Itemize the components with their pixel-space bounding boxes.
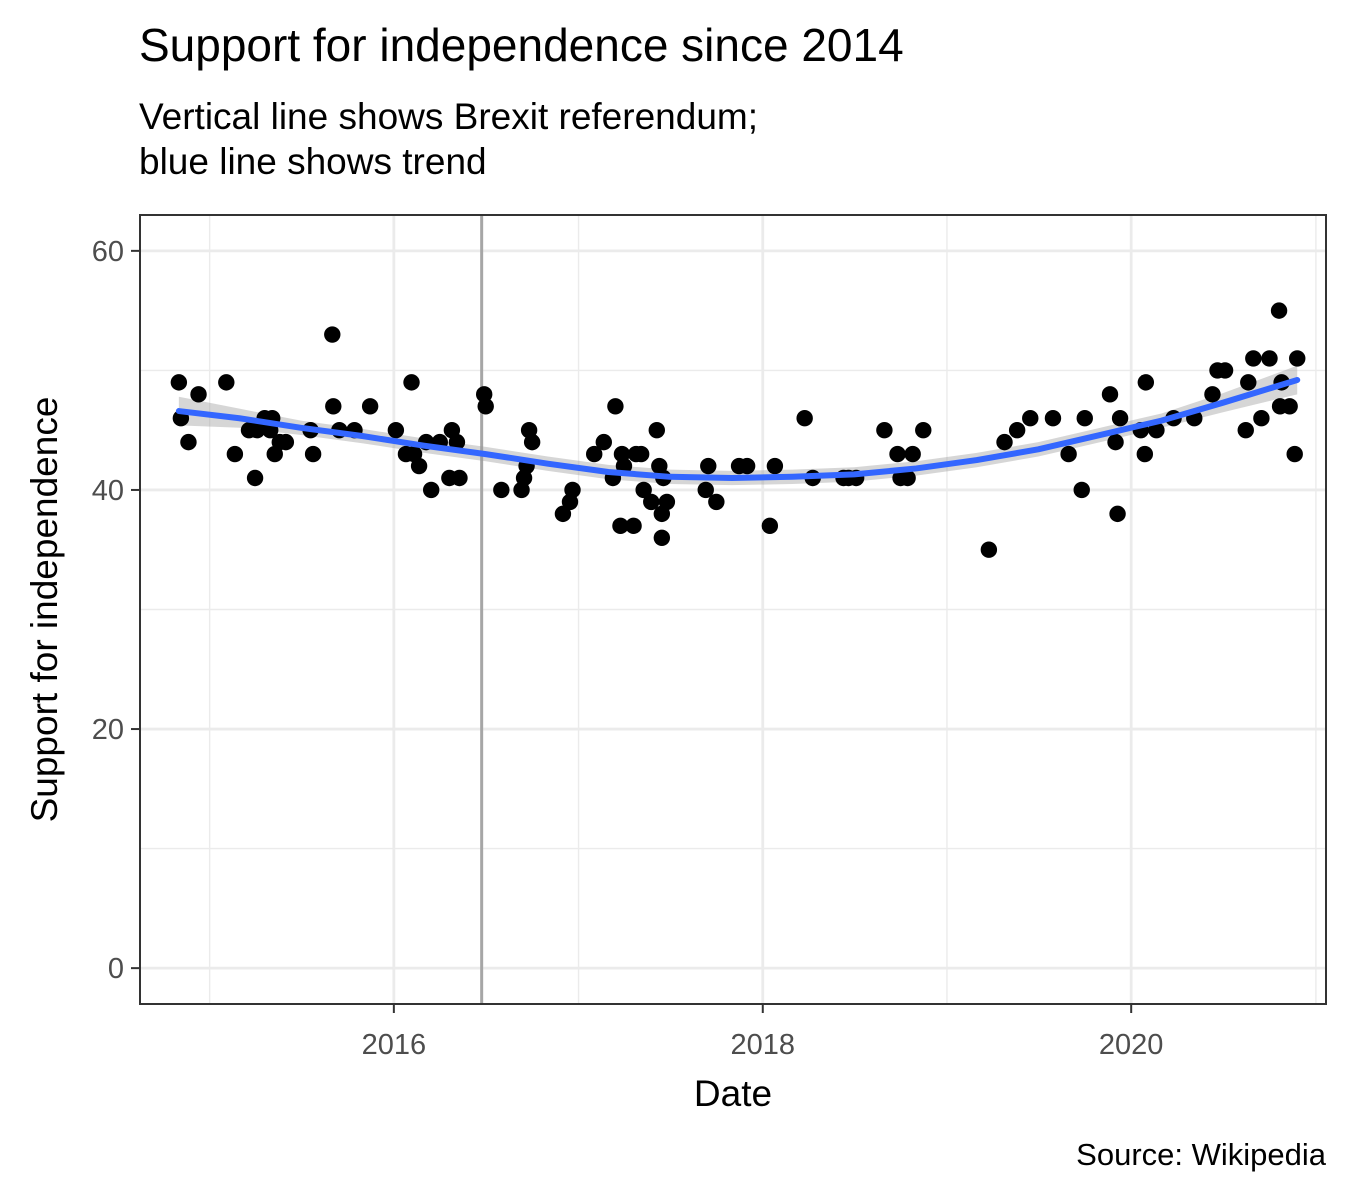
data-point xyxy=(889,445,906,463)
x-tick-label: 2016 xyxy=(362,1029,427,1061)
data-point xyxy=(612,517,629,535)
data-point xyxy=(361,398,379,415)
x-tick-label: 2020 xyxy=(1099,1029,1164,1061)
trend-path xyxy=(175,376,1301,481)
data-point xyxy=(632,445,650,463)
data-point xyxy=(451,469,468,487)
data-point xyxy=(448,433,466,451)
data-point xyxy=(586,445,603,463)
data-point xyxy=(248,421,266,439)
chart-title: Support for independence since 2014 xyxy=(139,19,904,71)
y-tick-label: 0 xyxy=(108,953,124,985)
data-point xyxy=(1281,398,1298,415)
data-point xyxy=(1237,421,1254,439)
data-point xyxy=(595,433,613,451)
y-axis-title: Support for independence xyxy=(24,397,65,823)
data-point xyxy=(1022,410,1039,427)
y-tick-label: 20 xyxy=(92,714,124,746)
data-point xyxy=(766,457,784,475)
data-point xyxy=(1101,386,1119,403)
trend-line xyxy=(175,376,1301,481)
data-point xyxy=(1216,362,1234,379)
data-point xyxy=(1245,350,1262,367)
data-point xyxy=(1008,421,1026,439)
data-point xyxy=(477,398,494,415)
data-point xyxy=(564,481,581,499)
chart-subtitle-line-1: Vertical line shows Brexit referendum; xyxy=(139,96,758,137)
chart-caption: Source: Wikipedia xyxy=(1076,1137,1326,1172)
data-point xyxy=(1270,302,1288,319)
data-point xyxy=(1253,410,1270,427)
data-point xyxy=(324,326,341,343)
data-point xyxy=(904,445,921,463)
chart-subtitle-line-2: blue line shows trend xyxy=(139,141,487,182)
data-point xyxy=(1261,350,1278,367)
panel-border xyxy=(139,214,1327,1005)
data-point xyxy=(899,469,916,487)
data-point xyxy=(325,398,342,415)
data-point xyxy=(1076,410,1093,427)
data-point xyxy=(1289,350,1306,367)
data-point xyxy=(1136,445,1154,463)
data-point xyxy=(653,529,671,546)
data-point xyxy=(796,410,813,427)
data-point xyxy=(554,505,572,523)
data-point xyxy=(1111,410,1129,427)
data-point xyxy=(218,374,235,391)
data-point xyxy=(1060,445,1077,463)
x-tick-label: 2018 xyxy=(731,1029,796,1061)
axes: Date Support for independence 0 20 40 60 201… xyxy=(24,236,1163,1114)
data-point xyxy=(190,386,207,403)
data-point xyxy=(304,445,322,463)
x-axis-title: Date xyxy=(694,1073,772,1114)
data-point xyxy=(277,433,295,451)
data-point xyxy=(607,398,624,415)
data-point xyxy=(1148,421,1165,439)
data-point xyxy=(648,421,665,439)
data-point xyxy=(387,421,405,439)
data-point xyxy=(700,457,717,475)
data-point xyxy=(1137,374,1155,391)
panel-frame xyxy=(139,214,1327,1005)
data-point xyxy=(980,541,998,558)
chart-subtitle: Vertical line shows Brexit referendum; b… xyxy=(139,94,758,184)
data-point xyxy=(226,445,244,463)
data-point xyxy=(738,457,756,475)
data-point xyxy=(423,481,440,499)
data-point xyxy=(761,517,779,535)
grid xyxy=(140,215,1326,1004)
data-point xyxy=(1240,374,1257,391)
data-point xyxy=(246,469,264,487)
data-point xyxy=(403,374,420,391)
data-point xyxy=(635,481,652,499)
data-point xyxy=(643,493,660,511)
data-point xyxy=(1109,505,1126,523)
data-point xyxy=(658,493,676,511)
data-point xyxy=(523,433,541,451)
data-point xyxy=(180,433,197,451)
data-point xyxy=(170,374,188,391)
data-point xyxy=(876,421,893,439)
data-point xyxy=(996,433,1013,451)
data-point xyxy=(1073,481,1090,499)
data-point xyxy=(697,481,714,499)
data-point xyxy=(475,386,493,403)
data-point xyxy=(625,517,642,535)
data-point xyxy=(1286,445,1303,463)
data-point xyxy=(1107,433,1124,451)
data-point xyxy=(915,421,932,439)
y-tick-label: 60 xyxy=(92,236,124,268)
data-point xyxy=(708,493,725,511)
data-point xyxy=(410,457,428,475)
data-point xyxy=(493,481,510,499)
y-tick-label: 40 xyxy=(92,475,124,507)
data-point xyxy=(1044,410,1062,427)
data-point xyxy=(1204,386,1221,403)
